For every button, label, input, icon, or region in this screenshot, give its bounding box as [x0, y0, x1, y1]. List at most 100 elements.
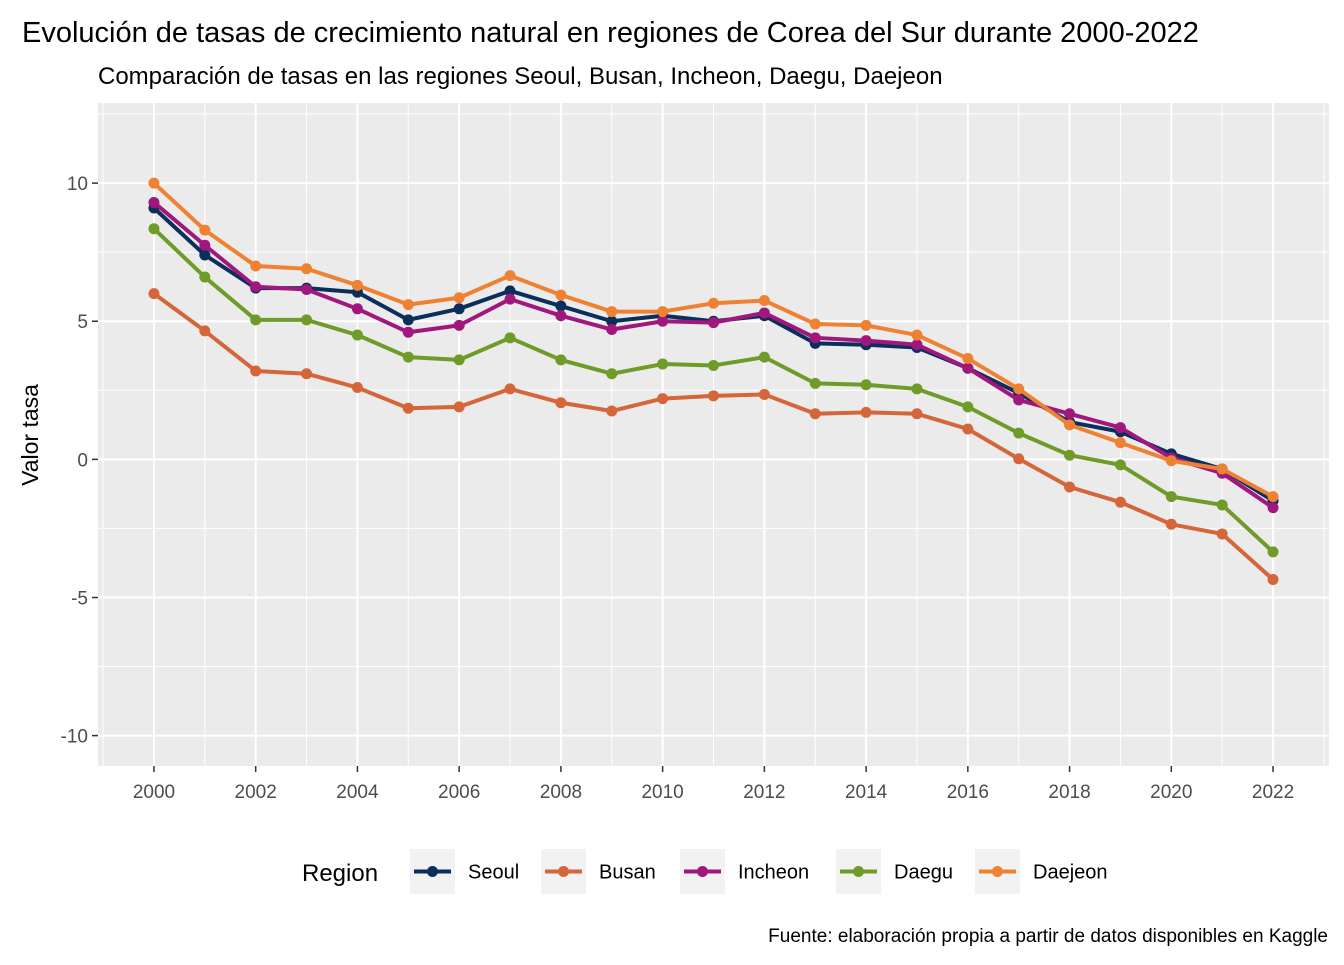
point-daegu: [1216, 499, 1228, 511]
x-tick-label: 2014: [845, 782, 888, 803]
point-daegu: [148, 223, 160, 235]
point-daejeon: [809, 318, 821, 330]
point-daegu: [1267, 546, 1279, 558]
point-daejeon: [250, 260, 262, 272]
point-daegu: [1165, 491, 1177, 503]
point-daejeon: [606, 306, 618, 318]
point-daejeon: [199, 224, 211, 236]
point-busan: [962, 423, 974, 435]
point-incheon: [860, 335, 872, 347]
point-incheon: [657, 315, 669, 327]
point-busan: [1114, 496, 1126, 508]
legend-title: Region: [302, 860, 378, 887]
series-daegu: [148, 223, 1279, 558]
point-daejeon: [860, 319, 872, 331]
point-incheon: [301, 283, 313, 295]
chart-title: Evolución de tasas de crecimiento natura…: [22, 17, 1199, 49]
point-busan: [199, 325, 211, 337]
point-daejeon: [1267, 491, 1279, 503]
point-daejeon: [657, 306, 669, 318]
point-incheon: [351, 303, 363, 315]
point-busan: [708, 390, 719, 402]
point-daejeon: [1064, 419, 1076, 431]
point-incheon: [555, 310, 567, 322]
point-daegu: [250, 314, 262, 326]
point-incheon: [1267, 502, 1279, 514]
point-daejeon: [962, 353, 974, 365]
point-incheon: [402, 326, 414, 338]
point-incheon: [758, 307, 770, 319]
point-incheon: [1013, 394, 1025, 406]
point-daegu: [453, 354, 465, 366]
legend-label-seoul: Seoul: [468, 862, 519, 884]
legend-point-daejeon: [992, 866, 1003, 877]
point-seoul: [555, 300, 567, 312]
point-busan: [1013, 453, 1025, 465]
point-daejeon: [1165, 455, 1177, 467]
point-busan: [250, 365, 262, 377]
point-daegu: [657, 358, 669, 370]
series-incheon: [148, 196, 1279, 514]
x-tick-label: 2008: [540, 782, 582, 803]
x-tick-label: 2002: [235, 782, 277, 803]
point-daegu: [809, 377, 821, 389]
point-daejeon: [1216, 463, 1228, 475]
point-busan: [1216, 528, 1228, 540]
point-daegu: [708, 359, 719, 371]
x-tick-label: 2022: [1252, 782, 1294, 803]
point-busan: [758, 388, 770, 400]
point-daejeon: [911, 329, 923, 341]
series-daejeon: [148, 177, 1279, 503]
legend-point-incheon: [697, 866, 708, 877]
point-incheon: [606, 324, 618, 336]
point-daegu: [555, 354, 567, 366]
legend-label-daejeon: Daejeon: [1033, 862, 1108, 884]
series-layer: [148, 177, 1279, 586]
point-busan: [555, 397, 567, 409]
y-tick-label: -10: [61, 727, 88, 748]
point-daegu: [860, 379, 872, 391]
point-incheon: [809, 332, 821, 344]
point-daejeon: [708, 297, 719, 309]
point-daegu: [1013, 427, 1025, 439]
point-daejeon: [555, 289, 567, 301]
point-daegu: [911, 383, 923, 395]
point-daegu: [504, 332, 516, 344]
chart-subtitle: Comparación de tasas en las regiones Seo…: [98, 63, 943, 90]
point-busan: [301, 368, 313, 380]
point-incheon: [708, 317, 719, 329]
legend-point-seoul: [427, 866, 438, 877]
point-busan: [809, 408, 821, 420]
point-incheon: [504, 293, 516, 305]
point-seoul: [402, 314, 414, 326]
point-daejeon: [402, 299, 414, 311]
point-daegu: [402, 351, 414, 363]
point-daegu: [606, 368, 618, 380]
chart-caption: Fuente: elaboración propia a partir de d…: [768, 926, 1328, 947]
x-axis: 2000 2002 2004 2006 2008 2010 2012 2014 2016 2018…: [133, 766, 1294, 803]
point-busan: [351, 382, 363, 394]
y-tick-label: -5: [71, 588, 88, 609]
legend-item-daegu: Daegu: [836, 849, 953, 894]
point-incheon: [199, 239, 211, 251]
point-incheon: [148, 196, 160, 208]
point-daejeon: [758, 295, 770, 307]
legend-point-busan: [558, 866, 569, 877]
y-tick-label: 0: [77, 450, 88, 471]
x-tick-label: 2016: [947, 782, 989, 803]
point-busan: [1165, 518, 1177, 530]
point-daejeon: [1114, 437, 1126, 449]
x-tick-label: 2000: [133, 782, 175, 803]
legend: Region Seoul Busan Incheon Daegu Daejeon: [302, 849, 1108, 894]
x-tick-label: 2012: [743, 782, 785, 803]
point-daegu: [758, 351, 770, 363]
point-daejeon: [453, 292, 465, 304]
x-tick-label: 2004: [336, 782, 379, 803]
x-tick-label: 2006: [438, 782, 480, 803]
point-daejeon: [148, 177, 160, 189]
point-incheon: [962, 362, 974, 374]
point-incheon: [250, 281, 262, 293]
point-seoul: [606, 315, 618, 327]
